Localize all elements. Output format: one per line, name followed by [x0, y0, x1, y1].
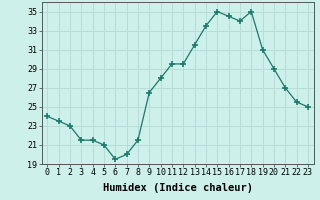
X-axis label: Humidex (Indice chaleur): Humidex (Indice chaleur) — [103, 183, 252, 193]
